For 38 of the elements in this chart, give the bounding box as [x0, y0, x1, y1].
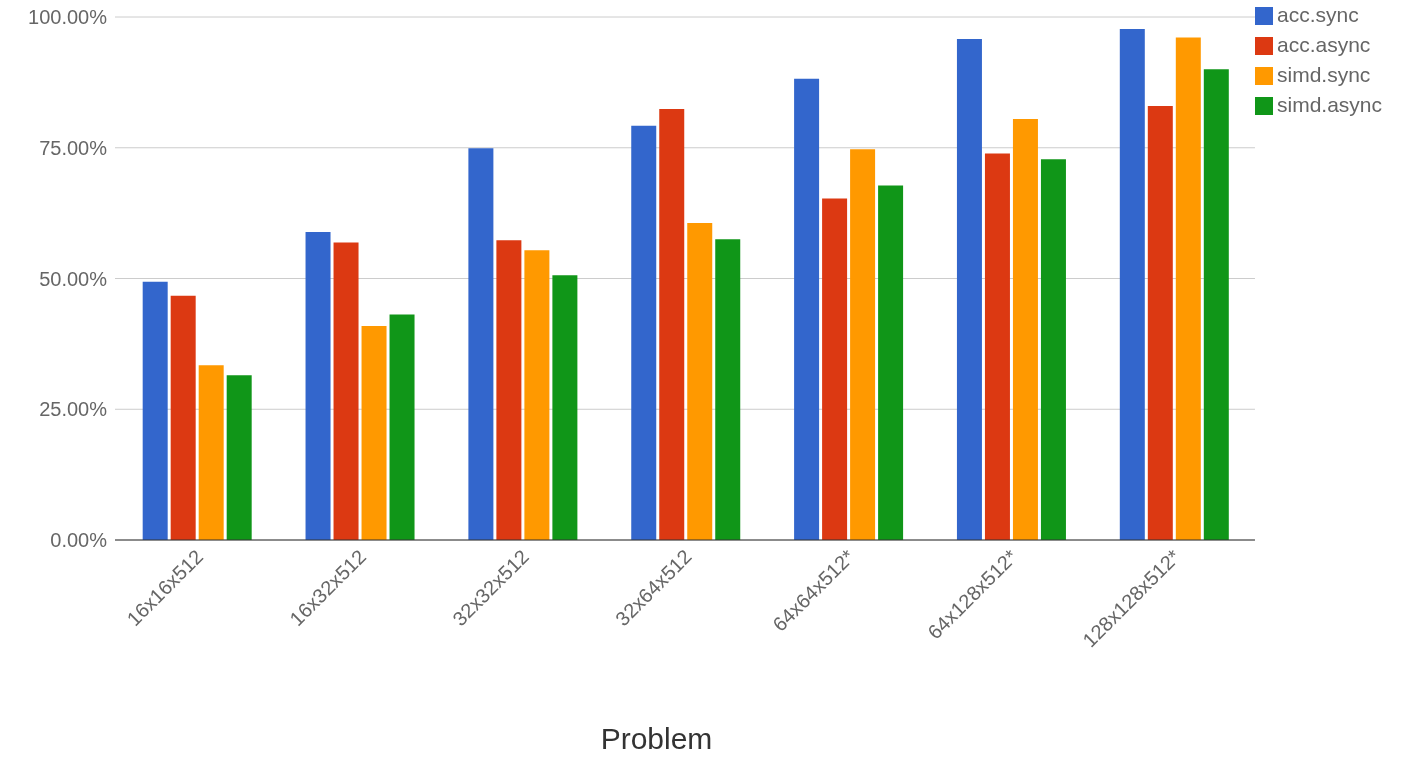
y-tick-label: 25.00%: [39, 398, 108, 421]
y-tick-label: 50.00%: [39, 267, 108, 290]
x-axis-title: Problem: [599, 722, 714, 756]
bar: [305, 231, 331, 540]
bar: [984, 153, 1010, 540]
bar: [1147, 105, 1173, 540]
bar: [1203, 69, 1229, 540]
bar: [1012, 118, 1038, 540]
bar: [198, 365, 224, 540]
legend-label: acc.sync: [1276, 3, 1359, 26]
bar: [822, 198, 848, 540]
bar: [631, 125, 657, 540]
y-tick-label: 75.00%: [39, 136, 108, 159]
y-tick-label: 100.00%: [28, 6, 108, 29]
bar: [715, 239, 741, 540]
bar: [389, 314, 415, 540]
legend-label: acc.async: [1276, 33, 1371, 56]
bar: [794, 78, 820, 540]
bar: [170, 295, 196, 540]
bar: [142, 281, 168, 540]
legend-label: simd.sync: [1276, 63, 1371, 86]
bar: [878, 185, 904, 540]
bar: [850, 149, 876, 540]
bar: [1119, 29, 1145, 540]
bar: [496, 240, 522, 540]
bar: [1175, 37, 1201, 540]
bar: [1040, 159, 1066, 540]
bar: [468, 148, 494, 540]
legend-label: simd.async: [1276, 93, 1382, 116]
bar: [226, 375, 252, 540]
bar: [333, 242, 359, 540]
bar: [552, 275, 578, 540]
bar: [956, 38, 982, 540]
bar: [524, 250, 550, 540]
bar: [659, 109, 685, 540]
y-tick-label: 0.00%: [50, 529, 108, 552]
bar: [361, 326, 387, 540]
bar: [687, 223, 713, 540]
